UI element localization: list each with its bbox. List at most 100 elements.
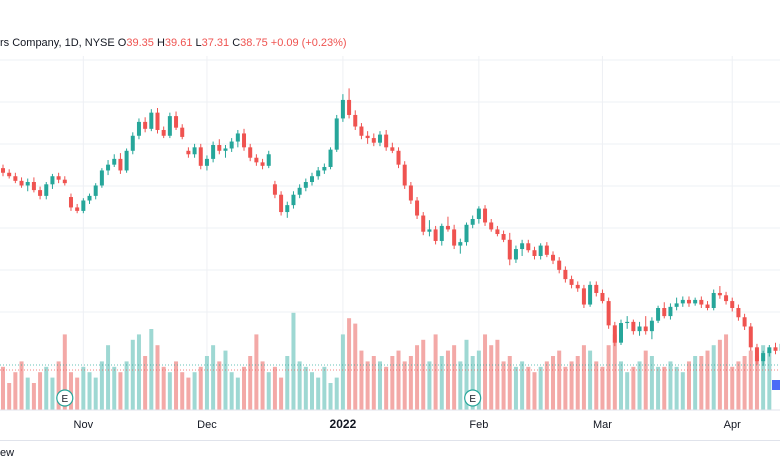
candle-body xyxy=(94,185,98,195)
candle-body xyxy=(427,229,431,231)
candle-body xyxy=(149,113,153,129)
volume-bar xyxy=(570,361,574,410)
volume-bar xyxy=(118,372,122,410)
candle-body xyxy=(304,182,308,188)
candle-body xyxy=(607,301,611,325)
candle-body xyxy=(193,147,197,154)
candle-body xyxy=(551,255,555,261)
candle-body xyxy=(81,201,85,211)
candle-body xyxy=(730,301,734,308)
volume-bar xyxy=(125,361,129,410)
candle-body xyxy=(223,148,227,150)
volume-bar xyxy=(20,361,24,410)
candle-body xyxy=(186,151,190,154)
candle-body xyxy=(13,176,17,181)
candle-body xyxy=(32,182,36,190)
volume-bar xyxy=(81,367,85,410)
volume-bar xyxy=(588,351,592,410)
volume-bar xyxy=(310,372,314,410)
volume-bar xyxy=(421,340,425,410)
volume-bar xyxy=(162,367,166,410)
volume-bar xyxy=(563,367,567,410)
candle-body xyxy=(329,150,333,167)
volume-bar xyxy=(699,356,703,410)
volume-bar xyxy=(149,329,153,410)
volume-bar xyxy=(248,356,252,410)
candle-body xyxy=(261,162,265,165)
volume-bar xyxy=(378,361,382,410)
candle-body xyxy=(502,234,506,240)
candle-body xyxy=(273,184,277,194)
candle-body xyxy=(254,158,258,163)
volume-bar xyxy=(347,318,351,410)
candle-body xyxy=(452,229,456,245)
volume-bar xyxy=(112,367,116,410)
candle-body xyxy=(625,322,629,323)
candle-body xyxy=(613,325,617,342)
candle-body xyxy=(526,243,530,250)
volume-bar xyxy=(236,378,240,410)
volume-bar xyxy=(279,378,283,410)
candle-body xyxy=(205,159,209,166)
volume-bar xyxy=(446,351,450,410)
candle-body xyxy=(539,246,543,256)
volume-bar xyxy=(724,334,728,410)
candle-body xyxy=(656,308,660,321)
volume-bar xyxy=(397,351,401,410)
candle-body xyxy=(736,308,740,317)
volume-bar xyxy=(625,372,629,410)
candle-body xyxy=(644,327,648,332)
volume-bar xyxy=(254,334,258,410)
volume-bar xyxy=(539,367,543,410)
volume-bar xyxy=(230,372,234,410)
volume-bar xyxy=(390,356,394,410)
volume-bar xyxy=(730,367,734,410)
candle-body xyxy=(384,135,388,148)
candle-body xyxy=(582,288,586,304)
candle-body xyxy=(310,176,314,182)
candle-body xyxy=(619,323,623,343)
volume-bar xyxy=(594,361,598,410)
candle-body xyxy=(335,118,339,149)
candle-body xyxy=(761,353,765,361)
candle-body xyxy=(668,307,672,316)
volume-bar xyxy=(304,367,308,410)
volume-bar xyxy=(650,356,654,410)
candle-body xyxy=(298,188,302,195)
candle-body xyxy=(236,133,240,141)
candle-body xyxy=(20,181,24,186)
footer-text[interactable]: ew xyxy=(0,447,14,459)
candle-body xyxy=(712,293,716,308)
candle-body xyxy=(687,300,691,303)
candle-body xyxy=(749,327,753,348)
candle-body xyxy=(563,270,567,279)
candle-body xyxy=(26,182,30,185)
candle-body xyxy=(706,305,710,308)
x-tick-label: Feb xyxy=(469,419,488,431)
candle-body xyxy=(285,205,289,212)
volume-bar xyxy=(631,367,635,410)
candle-body xyxy=(434,229,438,241)
volume-bar xyxy=(712,345,716,410)
candle-body xyxy=(397,151,401,165)
volume-bar xyxy=(156,345,160,410)
volume-bar xyxy=(223,351,227,410)
candle-body xyxy=(699,300,703,305)
volume-bar xyxy=(353,324,357,410)
volume-bar xyxy=(211,345,215,410)
volume-bar xyxy=(384,367,388,410)
volume-bar xyxy=(143,356,147,410)
candle-body xyxy=(724,295,728,301)
volume-bar xyxy=(508,356,512,410)
volume-bar xyxy=(26,378,30,410)
candle-body xyxy=(131,136,135,151)
candle-body xyxy=(675,303,679,306)
volume-bar xyxy=(88,372,92,410)
volume-bar xyxy=(495,340,499,410)
candle-body xyxy=(557,261,561,270)
volume-bar xyxy=(106,345,110,410)
candle-body xyxy=(168,116,172,136)
candle-body xyxy=(483,209,487,223)
volume-bar xyxy=(50,378,54,410)
